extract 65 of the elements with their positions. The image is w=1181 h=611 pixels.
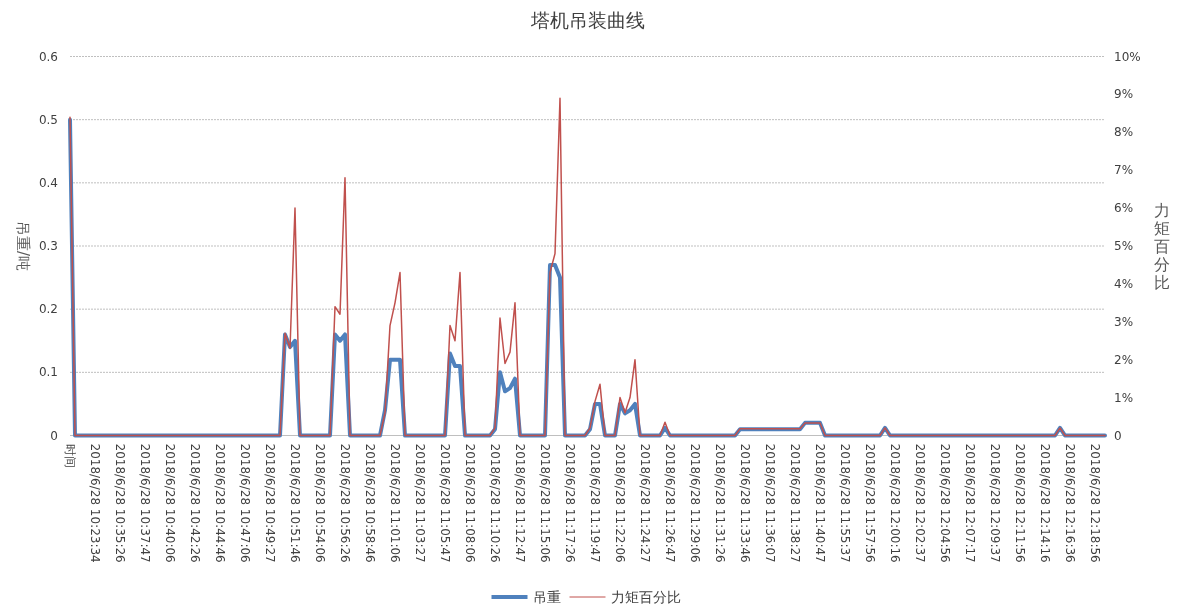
- y-tick-label: 0.1: [38, 365, 58, 380]
- y2-tick-label: 5%: [1114, 239, 1134, 253]
- x-tick-label: 2018/6/28 11:33:46: [738, 443, 752, 563]
- x-tick-label: 2018/6/28 10:40:06: [163, 443, 177, 563]
- x-tick-label: 2018/6/28 11:17:26: [563, 443, 577, 563]
- x-tick-label: 2018/6/28 12:02:37: [913, 443, 927, 563]
- x-tick-label: 2018/6/28 10:56:26: [338, 443, 352, 563]
- x-tick-label: 2018/6/28 12:11:56: [1013, 443, 1027, 563]
- x-tick-label: 2018/6/28 12:07:17: [963, 443, 977, 563]
- x-tick-label: 2018/6/28 11:03:27: [413, 443, 427, 563]
- x-tick-label: 2018/6/28 12:04:56: [938, 443, 952, 563]
- x-tick-label: 2018/6/28 11:55:37: [838, 443, 852, 563]
- y-tick-label: 0.4: [38, 175, 58, 190]
- y-tick-label: 0: [50, 428, 58, 443]
- y2-tick-label: 9%: [1114, 87, 1134, 102]
- x-tick-label: 2018/6/28 10:37:47: [138, 443, 152, 563]
- x-tick-label: 2018/6/28 12:16:36: [1063, 443, 1077, 563]
- y2-tick-label: 0: [1114, 428, 1122, 443]
- y2-tick-label: 3%: [1114, 314, 1134, 329]
- y2-tick-label: 4%: [1114, 276, 1134, 291]
- x-tick-label: 2018/6/28 12:18:56: [1088, 443, 1102, 563]
- x-tick-label: 2018/6/28 11:05:47: [438, 443, 452, 563]
- x-tick-label: 2018/6/28 11:12:47: [513, 443, 527, 563]
- y2-tick-label: 8%: [1114, 125, 1134, 140]
- y2-tick-label: 10%: [1114, 49, 1141, 64]
- chart-title: 塔机吊装曲线: [529, 9, 645, 31]
- x-tick-label: 2018/6/28 10:58:46: [363, 443, 377, 563]
- x-tick-label: 2018/6/28 11:24:27: [638, 443, 652, 563]
- y-tick-label: 0.2: [38, 302, 58, 317]
- legend-label: 力矩百分比: [610, 589, 681, 605]
- y2-tick-label: 6%: [1114, 201, 1134, 216]
- legend-label: 吊重: [532, 589, 561, 605]
- x-tick-label: 2018/6/28 11:26:47: [663, 443, 677, 563]
- x-tick-label: 2018/6/28 11:40:47: [813, 443, 827, 563]
- y2-tick-label: 2%: [1114, 352, 1134, 367]
- x-tick-label: 2018/6/28 10:51:46: [288, 443, 302, 563]
- x-tick-label: 2018/6/28 10:44:46: [213, 443, 227, 563]
- x-tick-label: 2018/6/28 12:00:16: [888, 443, 902, 563]
- y2-axis-title: 力矩百分比: [1154, 201, 1170, 292]
- x-tick-label: 2018/6/28 12:14:16: [1038, 443, 1052, 563]
- x-tick-label: 2018/6/28 11:22:06: [613, 443, 627, 563]
- x-tick-label: 2018/6/28 11:31:26: [713, 443, 727, 563]
- x-tick-label: 2018/6/28 10:23:34: [88, 443, 102, 563]
- x-tick-label: 2018/6/28 10:49:27: [263, 443, 277, 563]
- x-tick-label: 2018/6/28 10:35:26: [113, 443, 127, 563]
- y2-tick-label: 1%: [1114, 390, 1134, 405]
- y-axis-title: 吊重/吨: [14, 220, 32, 272]
- x-tick-label: 2018/6/28 11:15:06: [538, 443, 552, 563]
- x-tick-label: 2018/6/28 10:54:06: [313, 443, 327, 563]
- x-tick-label: 2018/6/28 11:08:06: [463, 443, 477, 563]
- y-tick-label: 0.5: [38, 112, 58, 127]
- x-tick-label: 2018/6/28 11:01:06: [388, 443, 402, 563]
- x-tick-label: 2018/6/28 11:57:56: [863, 443, 877, 563]
- x-tick-label: 2018/6/28 10:47:06: [238, 443, 252, 563]
- x-tick-label: 2018/6/28 11:38:27: [788, 443, 802, 563]
- y-tick-label: 0.6: [38, 49, 58, 64]
- x-tick-label: 2018/6/28 11:36:07: [763, 443, 777, 563]
- x-tick-label: 2018/6/28 12:09:37: [988, 443, 1002, 563]
- y-tick-label: 0.3: [38, 239, 58, 253]
- x-tick-label: 时间: [63, 443, 77, 468]
- y2-tick-label: 7%: [1114, 163, 1134, 178]
- x-tick-label: 2018/6/28 11:10:26: [488, 443, 502, 563]
- x-tick-label: 2018/6/28 11:19:47: [588, 443, 602, 563]
- x-tick-label: 2018/6/28 10:42:26: [188, 443, 202, 563]
- x-tick-label: 2018/6/28 11:29:06: [688, 443, 702, 563]
